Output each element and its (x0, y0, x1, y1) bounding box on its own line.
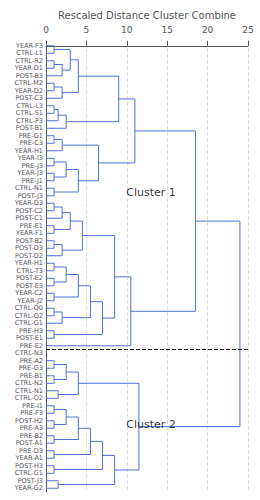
svg-text:PRE-G3: PRE-G3 (18, 364, 43, 373)
svg-text:15: 15 (161, 25, 172, 35)
svg-text:YEAR-D2: YEAR-D2 (14, 86, 43, 95)
svg-text:CTRL-T3: CTRL-T3 (16, 266, 43, 275)
svg-text:CTRL-G1: CTRL-G1 (14, 469, 43, 478)
svg-text:YEAR-J3: YEAR-J3 (17, 169, 43, 178)
svg-text:POST-E1: POST-E1 (15, 334, 43, 343)
svg-text:POST-B1: POST-B1 (15, 124, 43, 133)
svg-text:YEAR-H1: YEAR-H1 (14, 259, 43, 268)
svg-text:POST-J3: POST-J3 (17, 476, 43, 485)
svg-text:CTRL-G1: CTRL-G1 (14, 319, 43, 328)
svg-text:PRE-F3: PRE-F3 (20, 409, 43, 418)
svg-text:CTRL-Q2: CTRL-Q2 (14, 311, 43, 320)
svg-text:POST-B2: POST-B2 (15, 236, 43, 245)
svg-text:CTRL-S1: CTRL-S1 (15, 109, 43, 118)
svg-text:Rescaled Distance Cluster Comb: Rescaled Distance Cluster Combine (58, 10, 236, 21)
svg-text:CTRL-N3: CTRL-N3 (15, 349, 43, 358)
svg-text:Cluster 2: Cluster 2 (126, 418, 176, 431)
svg-text:CTRL-R2: CTRL-R2 (15, 56, 43, 65)
svg-text:POST-D3: POST-D3 (15, 244, 43, 253)
svg-text:PRE-G1: PRE-G1 (18, 131, 43, 140)
svg-text:POST-C1: POST-C1 (15, 214, 43, 223)
svg-text:20: 20 (202, 25, 214, 35)
svg-text:POST-H2: POST-H2 (15, 416, 43, 425)
svg-text:PRE-E2: PRE-E2 (19, 341, 43, 350)
svg-text:25: 25 (242, 25, 253, 35)
svg-text:PRE-A3: PRE-A3 (19, 424, 43, 433)
svg-text:PRE-C3: PRE-C3 (19, 139, 43, 148)
svg-text:CTRL-P3: CTRL-P3 (16, 116, 43, 125)
svg-text:CTRL-L1: CTRL-L1 (16, 49, 43, 58)
svg-text:YEAR-D3: YEAR-D3 (14, 199, 43, 208)
svg-text:0: 0 (43, 25, 49, 35)
svg-text:10: 10 (121, 25, 133, 35)
svg-text:POST-J3: POST-J3 (17, 191, 43, 200)
svg-text:POST-E3: POST-E3 (15, 281, 43, 290)
svg-text:YEAR-F1: YEAR-F1 (16, 229, 43, 238)
svg-text:5: 5 (84, 25, 90, 35)
svg-text:PRE-J1: PRE-J1 (21, 176, 43, 185)
svg-text:YEAR-F3: YEAR-F3 (16, 41, 43, 50)
svg-text:POST-E2: POST-E2 (15, 274, 43, 283)
svg-text:PRE-I1: PRE-I1 (22, 401, 43, 410)
svg-text:YEAR-C2: YEAR-C2 (15, 289, 43, 298)
svg-text:YEAR-J2: YEAR-J2 (17, 296, 43, 305)
svg-text:YEAR-D1: YEAR-D1 (14, 64, 43, 73)
svg-text:PRE-A2: PRE-A2 (19, 356, 43, 365)
svg-text:POST-B3: POST-B3 (15, 71, 43, 80)
svg-text:YEAR-G2: YEAR-G2 (13, 484, 43, 492)
svg-text:POST-A1: POST-A1 (15, 439, 43, 448)
svg-text:CTRL-L3: CTRL-L3 (16, 101, 43, 110)
svg-text:YEAR-H1: YEAR-H1 (14, 146, 43, 155)
svg-text:CTRL-Q2: CTRL-Q2 (14, 394, 43, 403)
svg-text:YEAR-I3: YEAR-I3 (17, 154, 43, 163)
svg-text:CTRL-N1: CTRL-N1 (15, 386, 43, 395)
svg-text:YEAR-A1: YEAR-A1 (15, 454, 43, 463)
svg-text:PRE-B1: PRE-B1 (19, 371, 43, 380)
svg-text:CTRL-N1: CTRL-N1 (15, 184, 43, 193)
svg-text:Cluster 1: Cluster 1 (126, 186, 176, 199)
svg-text:POST-C2: POST-C2 (15, 206, 43, 215)
svg-text:CTRL-M2: CTRL-M2 (14, 79, 43, 88)
svg-text:CTRL-N2: CTRL-N2 (15, 379, 43, 388)
svg-text:PRE-E1: PRE-E1 (19, 221, 43, 230)
svg-text:PRE-H3: PRE-H3 (19, 326, 43, 335)
svg-text:PRE-D3: PRE-D3 (19, 446, 43, 455)
svg-text:POST-C3: POST-C3 (15, 94, 43, 103)
svg-text:POST-D2: POST-D2 (15, 251, 43, 260)
svg-text:POST-H3: POST-H3 (15, 461, 43, 470)
svg-text:CTRL-Q0: CTRL-Q0 (14, 304, 43, 313)
svg-text:PRE-J3: PRE-J3 (21, 161, 43, 170)
svg-text:PRE-B2: PRE-B2 (19, 431, 43, 440)
